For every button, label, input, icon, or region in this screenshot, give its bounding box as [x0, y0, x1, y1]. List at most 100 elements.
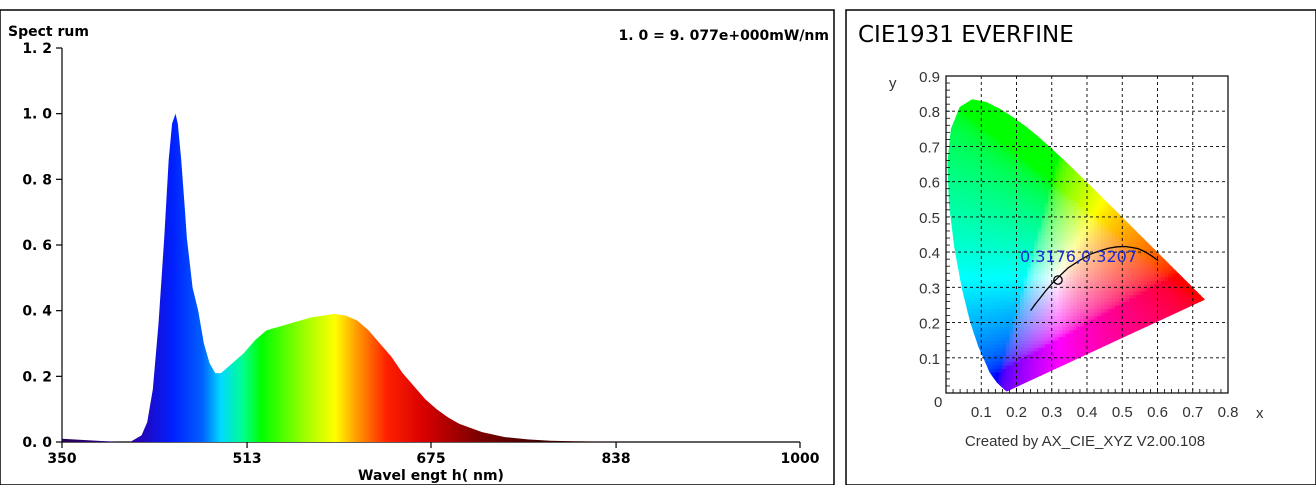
chromaticity-cell	[967, 164, 971, 168]
chromaticity-cell	[999, 125, 1003, 129]
chromaticity-cell	[1034, 294, 1038, 298]
chromaticity-cell	[1052, 347, 1056, 351]
chromaticity-cell	[1034, 161, 1038, 165]
chromaticity-cell	[1010, 189, 1014, 193]
chromaticity-cell	[1024, 330, 1028, 334]
chromaticity-cell	[1091, 312, 1095, 316]
chromaticity-cell	[1017, 228, 1021, 232]
chromaticity-cell	[1087, 347, 1091, 351]
chromaticity-cell	[992, 287, 996, 291]
chromaticity-cell	[981, 168, 985, 172]
chromaticity-cell	[1017, 273, 1021, 277]
chromaticity-cell	[1010, 235, 1014, 239]
chromaticity-cell	[1059, 337, 1063, 341]
chromaticity-cell	[967, 157, 971, 161]
chromaticity-cell	[964, 245, 968, 249]
chromaticity-cell	[1002, 228, 1006, 232]
chromaticity-cell	[964, 259, 968, 263]
chromaticity-cell	[1031, 326, 1035, 330]
chromaticity-cell	[1002, 210, 1006, 214]
chromaticity-cell	[999, 277, 1003, 281]
chromaticity-cell	[1122, 287, 1126, 291]
chromaticity-cell	[1101, 277, 1105, 281]
chromaticity-cell	[1059, 340, 1063, 344]
chromaticity-cell	[1010, 351, 1014, 355]
chromaticity-cell	[1045, 301, 1049, 305]
chromaticity-cell	[1034, 185, 1038, 189]
chromaticity-cell	[1055, 316, 1059, 320]
chromaticity-cell	[1031, 157, 1035, 161]
chromaticity-cell	[1031, 136, 1035, 140]
chromaticity-cell	[1069, 326, 1073, 330]
chromaticity-cell	[957, 129, 961, 133]
chromaticity-cell	[1027, 326, 1031, 330]
chromaticity-cell	[960, 235, 964, 239]
chromaticity-cell	[1066, 189, 1070, 193]
chromaticity-cell	[1059, 192, 1063, 196]
chromaticity-cell	[1129, 301, 1133, 305]
chromaticity-cell	[1017, 340, 1021, 344]
chromaticity-cell	[1073, 228, 1077, 232]
chromaticity-cell	[953, 161, 957, 165]
chromaticity-cell	[1010, 231, 1014, 235]
chromaticity-cell	[1006, 175, 1010, 179]
chromaticity-cell	[1024, 273, 1028, 277]
chromaticity-cell	[953, 125, 957, 129]
chromaticity-cell	[999, 358, 1003, 362]
chromaticity-cell	[981, 206, 985, 210]
chromaticity-cell	[953, 129, 957, 133]
chromaticity-cell	[1126, 231, 1130, 235]
chromaticity-cell	[1031, 150, 1035, 154]
chromaticity-cell	[1059, 316, 1063, 320]
chromaticity-cell	[1098, 206, 1102, 210]
chromaticity-cell	[1112, 309, 1116, 313]
chromaticity-cell	[995, 161, 999, 165]
chromaticity-cell	[964, 287, 968, 291]
chromaticity-cell	[1112, 330, 1116, 334]
chromaticity-cell	[1101, 298, 1105, 302]
chromaticity-cell	[1094, 238, 1098, 242]
chromaticity-cell	[992, 301, 996, 305]
chromaticity-cell	[957, 224, 961, 228]
chromaticity-cell	[1027, 203, 1031, 207]
chromaticity-cell	[1034, 189, 1038, 193]
chromaticity-cell	[1038, 326, 1042, 330]
chromaticity-cell	[1091, 273, 1095, 277]
chromaticity-cell	[964, 168, 968, 172]
chromaticity-cell	[1101, 280, 1105, 284]
chromaticity-cell	[967, 146, 971, 150]
chromaticity-cell	[985, 196, 989, 200]
chromaticity-cell	[1041, 150, 1045, 154]
chromaticity-cell	[1098, 210, 1102, 214]
chromaticity-cell	[988, 287, 992, 291]
spectrum-xlabel: Wavel engt h( nm)	[358, 468, 504, 484]
chromaticity-cell	[1006, 273, 1010, 277]
chromaticity-cell	[985, 245, 989, 249]
chromaticity-cell	[985, 157, 989, 161]
chromaticity-cell	[1055, 361, 1059, 365]
chromaticity-cell	[974, 305, 978, 309]
chromaticity-cell	[992, 199, 996, 203]
chromaticity-cell	[1045, 206, 1049, 210]
chromaticity-cell	[967, 280, 971, 284]
chromaticity-cell	[988, 228, 992, 232]
chromaticity-cell	[1091, 323, 1095, 327]
chromaticity-cell	[1069, 231, 1073, 235]
chromaticity-cell	[953, 235, 957, 239]
chromaticity-cell	[1108, 301, 1112, 305]
chromaticity-cell	[1080, 203, 1084, 207]
chromaticity-cell	[992, 312, 996, 316]
chromaticity-cell	[1027, 150, 1031, 154]
chromaticity-cell	[1133, 316, 1137, 320]
chromaticity-cell	[1006, 185, 1010, 189]
chromaticity-cell	[1133, 294, 1137, 298]
chromaticity-cell	[1024, 161, 1028, 165]
chromaticity-cell	[999, 245, 1003, 249]
chromaticity-cell	[1101, 231, 1105, 235]
chromaticity-cell	[1073, 220, 1077, 224]
chromaticity-cell	[1010, 199, 1014, 203]
chromaticity-cell	[1087, 235, 1091, 239]
chromaticity-cell	[1108, 330, 1112, 334]
chromaticity-cell	[992, 294, 996, 298]
chromaticity-cell	[964, 196, 968, 200]
